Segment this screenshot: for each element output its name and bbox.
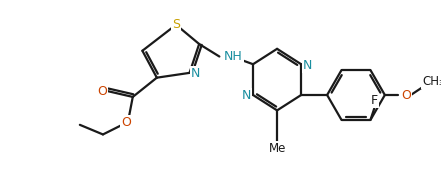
Text: O: O	[401, 89, 411, 101]
Text: N: N	[242, 89, 251, 102]
Text: O: O	[97, 85, 107, 98]
Text: N: N	[303, 59, 313, 72]
Text: S: S	[172, 18, 180, 31]
Text: CH₃: CH₃	[422, 75, 441, 88]
Text: F: F	[371, 94, 378, 107]
Text: Me: Me	[269, 142, 286, 155]
Text: N: N	[191, 67, 200, 80]
Text: O: O	[121, 116, 131, 129]
Text: NH: NH	[224, 50, 243, 63]
